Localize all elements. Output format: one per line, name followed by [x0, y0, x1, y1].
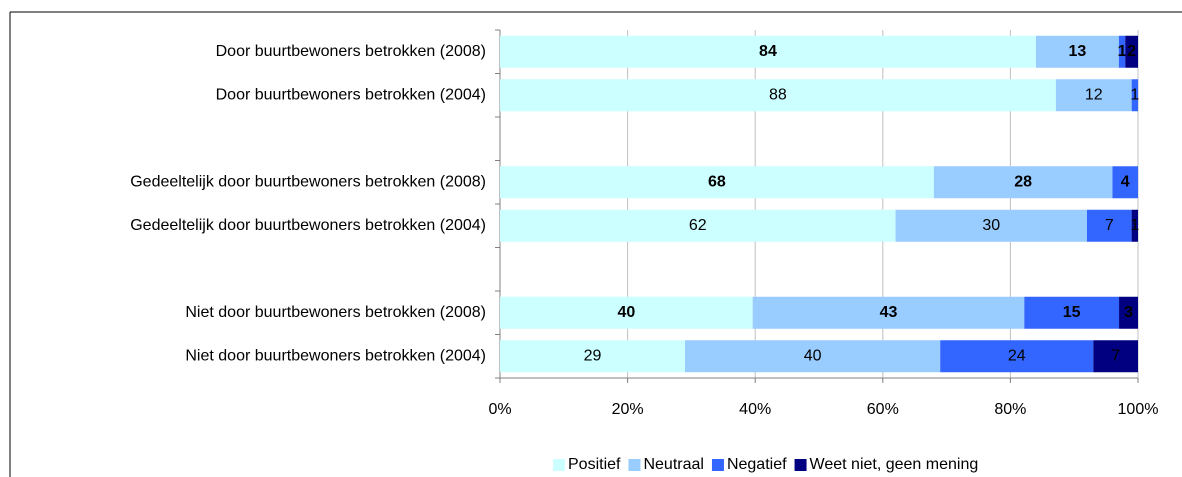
value-label: 24: [1008, 347, 1026, 364]
bar-segment: [500, 296, 753, 329]
value-label: 1: [1118, 43, 1127, 60]
y-tick-label: Niet door buurtbewoners betrokken (2004): [185, 347, 486, 364]
value-label: 3: [1124, 304, 1133, 321]
value-label: 29: [584, 347, 602, 364]
legend-swatch: [794, 459, 807, 471]
x-tick-label: 40%: [739, 401, 771, 418]
value-label: 62: [689, 217, 707, 234]
value-label: 2: [1127, 43, 1136, 60]
value-label: 40: [804, 347, 822, 364]
x-tick-label: 100%: [1118, 401, 1159, 418]
value-label: 7: [1111, 347, 1120, 364]
bar-segment: [685, 340, 941, 373]
bar-segment: [940, 340, 1094, 373]
bar-segment: [1035, 35, 1119, 68]
bar-segment: [895, 209, 1087, 242]
bar-segment: [1086, 209, 1132, 242]
bar-segment: [933, 166, 1113, 199]
bar-segment: [1131, 79, 1138, 112]
bar-segment: [1112, 166, 1138, 199]
value-label: 12: [1085, 86, 1103, 103]
legend-label: Positief: [568, 456, 621, 473]
value-label: 13: [1068, 43, 1086, 60]
bar-segment: [1119, 296, 1138, 329]
bar-segment: [1131, 209, 1138, 242]
legend-label: Negatief: [727, 456, 787, 473]
y-tick-label: Door buurtbewoners betrokken (2004): [216, 86, 486, 103]
legend-swatch: [628, 459, 641, 471]
value-label: 7: [1105, 217, 1114, 234]
bar-segment: [500, 209, 896, 242]
value-label: 30: [982, 217, 1000, 234]
value-label: 28: [1014, 173, 1032, 190]
value-label: 43: [880, 304, 898, 321]
value-label: 15: [1063, 304, 1081, 321]
legend-swatch: [711, 459, 724, 471]
bar-segment: [1024, 296, 1120, 329]
bar-segment: [1055, 79, 1132, 112]
bar-segment: [752, 296, 1025, 329]
legend-label: Neutraal: [643, 456, 703, 473]
value-label: 40: [617, 304, 635, 321]
value-label: 4: [1121, 173, 1130, 190]
bar-segment: [1093, 340, 1138, 373]
value-label: 84: [759, 43, 777, 60]
y-tick-label: Door buurtbewoners betrokken (2008): [216, 43, 486, 60]
bar-segment: [500, 340, 686, 373]
bar-segment: [500, 166, 934, 199]
y-tick-label: Gedeeltelijk door buurtbewoners betrokke…: [130, 217, 486, 234]
x-tick-label: 80%: [994, 401, 1026, 418]
bar-segment: [500, 79, 1056, 112]
value-label: 1: [1130, 217, 1139, 234]
bar-segment: [1125, 35, 1138, 68]
y-tick-label: Gedeeltelijk door buurtbewoners betrokke…: [130, 173, 486, 190]
bar-segment: [500, 35, 1036, 68]
value-label: 88: [769, 86, 787, 103]
x-tick-label: 20%: [612, 401, 644, 418]
legend-swatch: [553, 459, 565, 471]
value-label: 68: [708, 173, 726, 190]
bar-segment: [1118, 35, 1126, 68]
value-label: 1: [1130, 86, 1139, 103]
x-tick-label: 60%: [867, 401, 899, 418]
x-tick-label: 0%: [488, 401, 511, 418]
legend-label: Weet niet, geen mening: [810, 456, 979, 473]
y-tick-label: Niet door buurtbewoners betrokken (2008): [185, 304, 486, 321]
